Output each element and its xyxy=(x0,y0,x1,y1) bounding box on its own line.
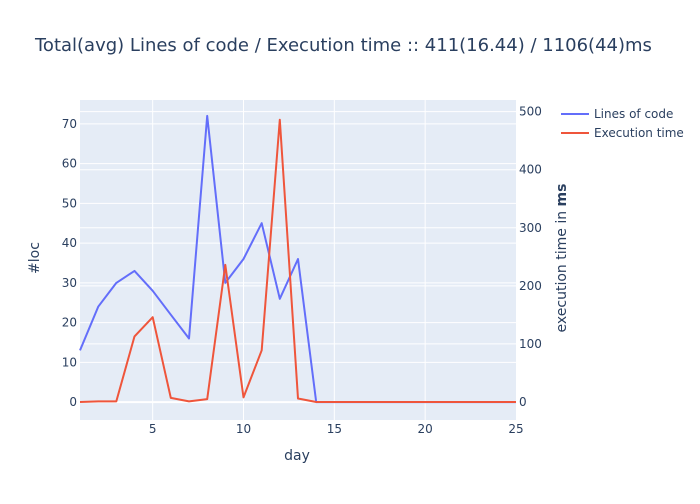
legend-label-execution-time: Execution time xyxy=(594,126,684,140)
left-y-axis-label: #loc xyxy=(27,242,43,274)
series-line-execution-time[interactable] xyxy=(79,118,516,403)
y-right-tick-label: 300 xyxy=(519,221,542,235)
x-axis-ticks: 5 10 15 20 25 xyxy=(149,422,524,436)
y-left-tick-label: 40 xyxy=(62,236,77,250)
x-tick-label: 5 xyxy=(149,422,157,436)
series-layer xyxy=(79,114,516,404)
y-left-tick-label: 10 xyxy=(62,355,77,369)
y-left-tick-label: 50 xyxy=(62,196,77,210)
y-right-tick-label: 0 xyxy=(519,395,527,409)
y-left-tick-label: 20 xyxy=(62,316,77,330)
y-left-tick-label: 60 xyxy=(62,157,77,171)
right-y-axis-ticks: 0 100 200 300 400 500 xyxy=(519,105,542,409)
legend-label-lines-of-code: Lines of code xyxy=(594,107,673,121)
right-y-axis-label: execution time in ms xyxy=(554,184,570,333)
legend: Lines of code Execution time xyxy=(561,107,684,140)
x-axis-label: day xyxy=(284,448,310,464)
y-left-tick-label: 30 xyxy=(62,276,77,290)
legend-item-execution-time[interactable]: Execution time xyxy=(561,126,684,140)
y-left-tick-label: 70 xyxy=(62,117,77,131)
left-y-axis-ticks: 0 10 20 30 40 50 60 70 xyxy=(62,117,77,409)
y-right-tick-label: 400 xyxy=(519,163,542,177)
right-y-axis-label-unit: ms xyxy=(554,184,570,207)
x-tick-label: 25 xyxy=(508,422,523,436)
x-tick-label: 10 xyxy=(236,422,251,436)
y-right-tick-label: 500 xyxy=(519,105,542,119)
right-y-axis-label-prefix: execution time in xyxy=(554,206,570,332)
x-tick-label: 15 xyxy=(327,422,342,436)
grid-lines xyxy=(80,100,516,420)
legend-item-lines-of-code[interactable]: Lines of code xyxy=(561,107,673,121)
y-left-tick-label: 0 xyxy=(69,395,77,409)
y-right-tick-label: 200 xyxy=(519,279,542,293)
y-right-tick-label: 100 xyxy=(519,337,542,351)
chart-title: Total(avg) Lines of code / Execution tim… xyxy=(34,35,652,56)
x-tick-label: 20 xyxy=(418,422,433,436)
